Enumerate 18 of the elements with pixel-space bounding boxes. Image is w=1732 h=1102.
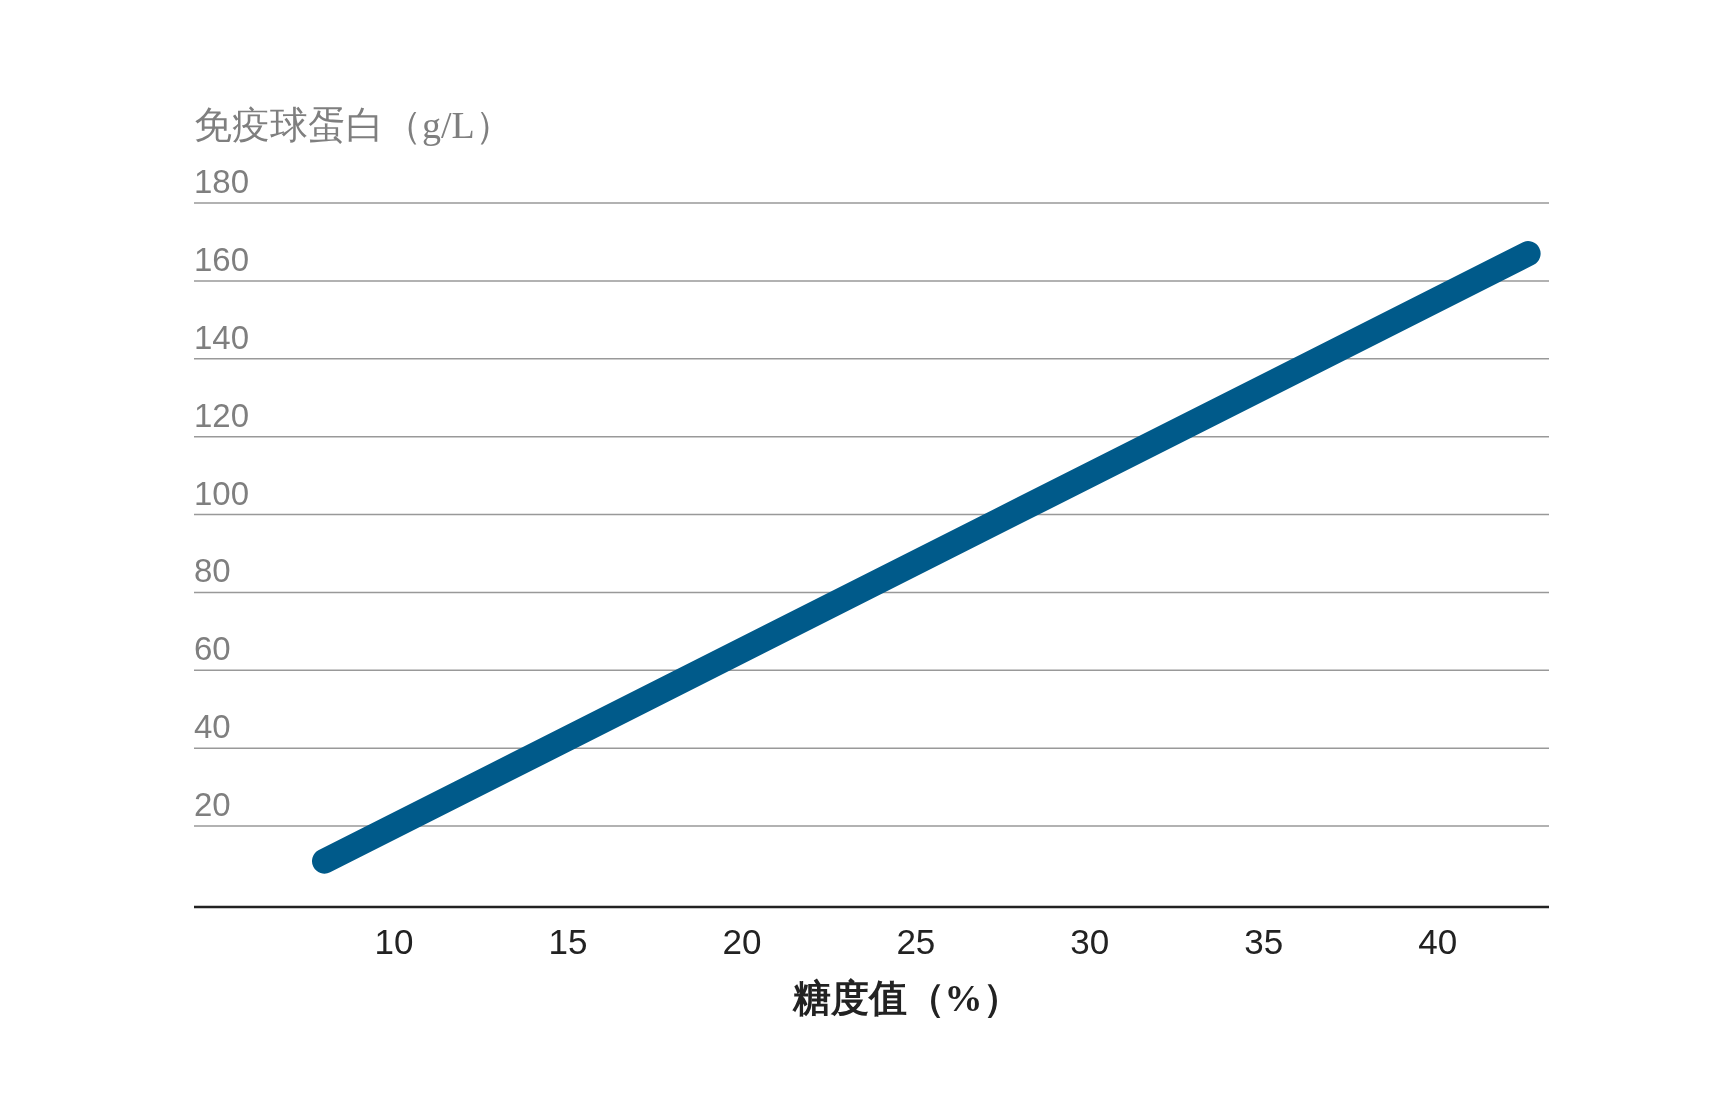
y-tick-label: 160: [194, 240, 250, 278]
x-tick-label: 30: [1070, 922, 1110, 961]
x-tick-label: 25: [896, 922, 936, 961]
x-axis-title: 糖度值（%）: [791, 977, 1021, 1019]
y-tick-label: 120: [194, 396, 250, 434]
y-tick-label: 20: [194, 786, 231, 824]
y-tick-label: 60: [194, 630, 231, 668]
x-tick-label: 15: [548, 922, 588, 961]
y-tick-label: 180: [194, 163, 250, 200]
y-tick-label: 80: [194, 552, 231, 590]
y-tick-label: 140: [194, 318, 250, 356]
y-tick-label: 40: [194, 708, 231, 746]
y-tick-label: 100: [194, 474, 250, 512]
x-tick-label: 20: [722, 922, 762, 961]
x-tick-label: 40: [1418, 922, 1458, 961]
y-axis-title: 免疫球蛋白（g/L）: [194, 104, 513, 146]
x-tick-label: 10: [374, 922, 414, 961]
x-tick-label: 35: [1244, 922, 1284, 961]
